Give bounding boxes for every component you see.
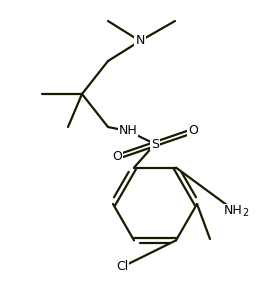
Text: NH: NH — [224, 205, 242, 217]
Text: Cl: Cl — [116, 260, 128, 274]
Text: O: O — [188, 124, 198, 138]
Text: NH: NH — [119, 124, 137, 138]
Text: N: N — [135, 34, 145, 48]
Text: 2: 2 — [242, 208, 248, 218]
Text: S: S — [151, 138, 159, 150]
Text: O: O — [112, 150, 122, 164]
